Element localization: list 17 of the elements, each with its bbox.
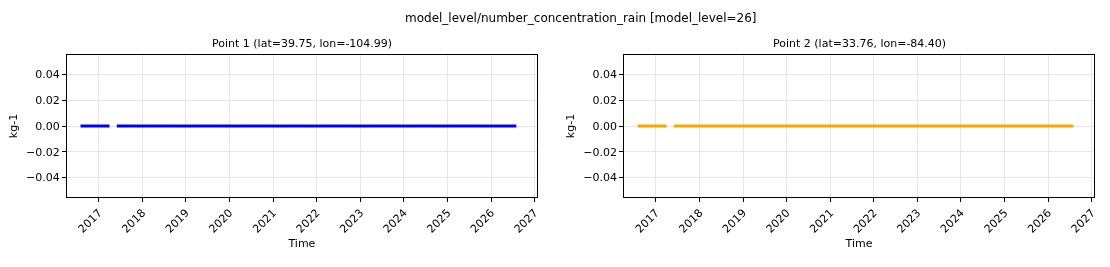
x-axis-title: Time (844, 236, 873, 250)
y-tick-label: −0.02 (583, 145, 617, 159)
y-axis-title: kg-1 (563, 113, 577, 139)
x-axis-title: Time (287, 236, 316, 250)
y-tick-label: 0.00 (592, 119, 617, 133)
text: model_level/number_concentration_rain [model_level=26] (405, 11, 757, 25)
y-axis-title: kg-1 (6, 113, 20, 139)
y-tick-label: 0.04 (592, 68, 617, 82)
y-tick-label: 0.02 (592, 94, 617, 108)
y-tick-label: 0.04 (35, 68, 60, 82)
chart-title: Point 1 (lat=39.75, lon=-104.99) (212, 37, 393, 50)
y-tick-label: −0.04 (26, 171, 60, 185)
y-tick-label: 0.00 (35, 119, 60, 133)
chart-title: Point 2 (lat=33.76, lon=-84.40) (773, 37, 947, 50)
y-tick-label: −0.02 (26, 145, 60, 159)
y-tick-label: −0.04 (583, 171, 617, 185)
y-tick-label: 0.02 (35, 94, 60, 108)
